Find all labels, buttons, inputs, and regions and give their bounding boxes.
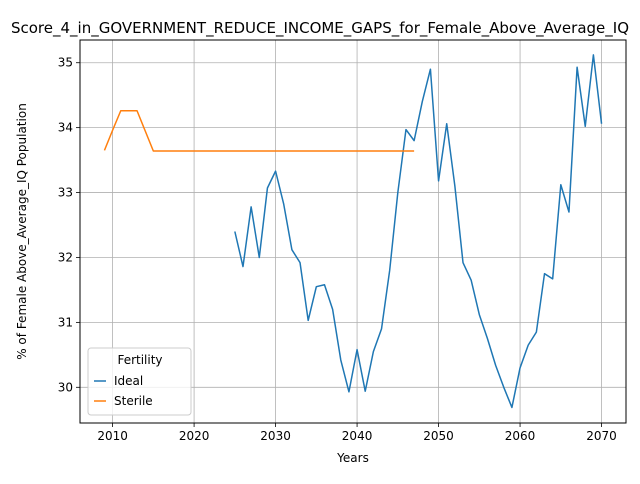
legend-title: Fertility — [117, 353, 162, 367]
series-lines — [103, 54, 603, 409]
y-tick-label: 30 — [58, 380, 73, 394]
y-tick-label: 34 — [58, 121, 73, 135]
y-axis-label: % of Female Above_Average_IQ Population — [15, 103, 29, 360]
series-line-sterile — [103, 110, 415, 152]
legend-box — [87, 347, 192, 416]
plot-area-frame — [79, 39, 627, 424]
chart-title: Score_4_in_GOVERNMENT_REDUCE_INCOME_GAPS… — [11, 19, 629, 38]
x-tick-label: 2070 — [586, 429, 617, 443]
series-line-ideal — [234, 54, 603, 409]
y-tick-label: 33 — [58, 186, 73, 200]
x-tick-label: 2050 — [423, 429, 454, 443]
x-tick-label: 2010 — [97, 429, 128, 443]
y-tick-label: 32 — [58, 250, 73, 264]
y-tick-label: 35 — [58, 56, 73, 70]
legend-label-ideal: Ideal — [114, 374, 143, 388]
legend: Fertility Ideal Sterile — [87, 347, 192, 416]
x-tick-label: 2060 — [505, 429, 536, 443]
x-tick-label: 2030 — [260, 429, 291, 443]
x-axis-label: Years — [336, 451, 369, 465]
legend-label-sterile: Sterile — [114, 394, 153, 408]
axis-ticks: 2010 2020 2030 2040 2050 2060 2070 30 31 32 33 34 35 — [58, 56, 617, 443]
x-tick-label: 2020 — [179, 429, 210, 443]
x-tick-label: 2040 — [342, 429, 373, 443]
y-tick-label: 31 — [58, 315, 73, 329]
